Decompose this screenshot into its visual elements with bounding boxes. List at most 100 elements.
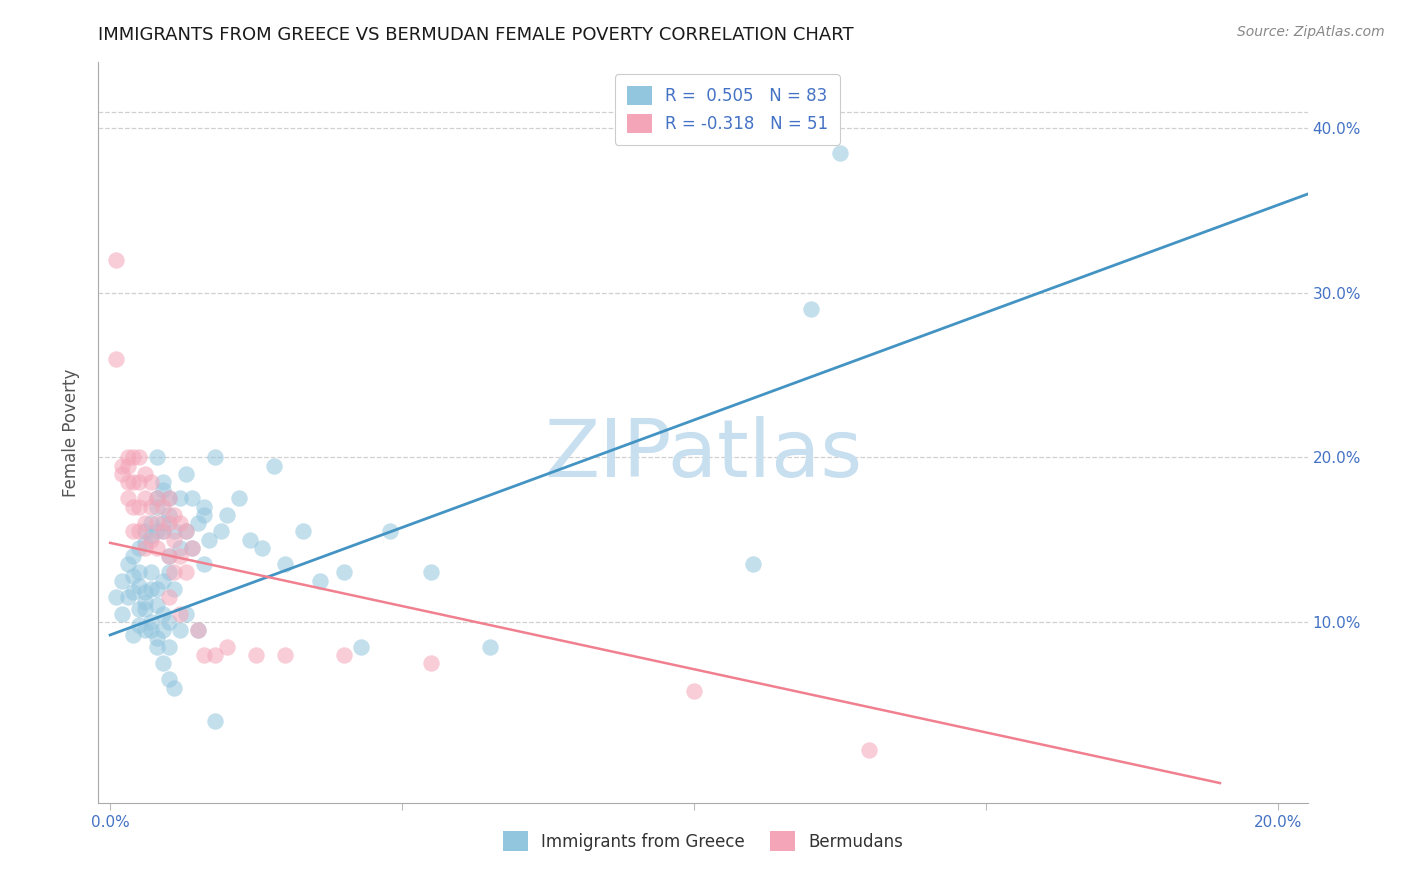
Point — [139, 516, 162, 530]
Point — [274, 648, 297, 662]
Point — [152, 524, 174, 539]
Point — [163, 508, 186, 522]
Point — [152, 475, 174, 489]
Point — [204, 450, 226, 465]
Point — [169, 491, 191, 506]
Point — [139, 566, 162, 580]
Point — [122, 524, 145, 539]
Point — [134, 541, 156, 555]
Point — [104, 351, 127, 366]
Point — [117, 475, 139, 489]
Point — [174, 607, 197, 621]
Point — [128, 579, 150, 593]
Point — [169, 549, 191, 563]
Point — [193, 508, 215, 522]
Point — [128, 566, 150, 580]
Point — [193, 500, 215, 514]
Point — [209, 524, 232, 539]
Y-axis label: Female Poverty: Female Poverty — [62, 368, 80, 497]
Point — [478, 640, 501, 654]
Point — [157, 615, 180, 629]
Point — [139, 533, 162, 547]
Point — [117, 458, 139, 473]
Point — [180, 541, 202, 555]
Point — [134, 623, 156, 637]
Point — [152, 623, 174, 637]
Point — [122, 500, 145, 514]
Point — [122, 585, 145, 599]
Point — [169, 516, 191, 530]
Point — [134, 601, 156, 615]
Point — [152, 656, 174, 670]
Point — [152, 524, 174, 539]
Point — [157, 566, 180, 580]
Point — [117, 491, 139, 506]
Point — [800, 302, 823, 317]
Point — [104, 590, 127, 604]
Point — [157, 590, 180, 604]
Point — [157, 491, 180, 506]
Point — [830, 145, 852, 160]
Point — [180, 541, 202, 555]
Point — [134, 516, 156, 530]
Point — [193, 648, 215, 662]
Point — [146, 524, 169, 539]
Point — [146, 640, 169, 654]
Point — [111, 607, 134, 621]
Point — [332, 648, 354, 662]
Point — [146, 491, 169, 506]
Point — [111, 467, 134, 481]
Point — [128, 500, 150, 514]
Point — [139, 615, 162, 629]
Point — [169, 607, 191, 621]
Point — [163, 681, 186, 695]
Point — [250, 541, 273, 555]
Point — [169, 541, 191, 555]
Point — [117, 450, 139, 465]
Point — [117, 590, 139, 604]
Point — [146, 632, 169, 646]
Point — [420, 656, 443, 670]
Point — [741, 558, 763, 572]
Point — [111, 458, 134, 473]
Point — [245, 648, 267, 662]
Point — [332, 566, 354, 580]
Point — [146, 582, 169, 596]
Point — [174, 524, 197, 539]
Point — [134, 595, 156, 609]
Point — [169, 623, 191, 637]
Point — [239, 533, 262, 547]
Point — [128, 618, 150, 632]
Point — [128, 450, 150, 465]
Point — [263, 458, 285, 473]
Point — [174, 566, 197, 580]
Point — [146, 541, 169, 555]
Point — [122, 475, 145, 489]
Legend: Immigrants from Greece, Bermudans: Immigrants from Greece, Bermudans — [496, 825, 910, 857]
Point — [215, 640, 238, 654]
Point — [180, 491, 202, 506]
Point — [128, 601, 150, 615]
Point — [163, 533, 186, 547]
Point — [157, 549, 180, 563]
Point — [128, 475, 150, 489]
Point — [215, 508, 238, 522]
Point — [152, 500, 174, 514]
Point — [104, 252, 127, 267]
Point — [187, 516, 209, 530]
Point — [174, 467, 197, 481]
Point — [380, 524, 402, 539]
Point — [420, 566, 443, 580]
Point — [157, 491, 180, 506]
Point — [122, 450, 145, 465]
Point — [139, 529, 162, 543]
Text: IMMIGRANTS FROM GREECE VS BERMUDAN FEMALE POVERTY CORRELATION CHART: IMMIGRANTS FROM GREECE VS BERMUDAN FEMAL… — [98, 26, 853, 45]
Point — [157, 508, 180, 522]
Point — [139, 475, 162, 489]
Point — [198, 533, 221, 547]
Point — [157, 673, 180, 687]
Point — [204, 714, 226, 728]
Point — [291, 524, 314, 539]
Point — [274, 558, 297, 572]
Point — [122, 568, 145, 582]
